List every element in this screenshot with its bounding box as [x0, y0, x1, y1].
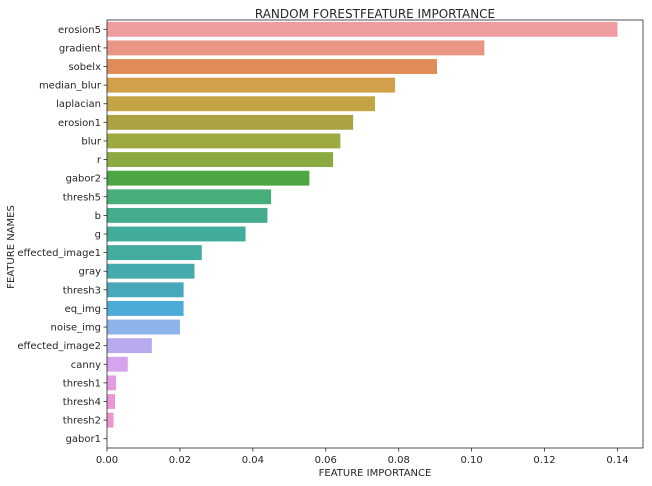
y-tick-label: thresh5 [63, 192, 101, 203]
x-ticks: 0.00 0.02 0.04 0.06 0.08 0.10 0.12 0.14 [96, 448, 629, 466]
y-tick-label: median_blur [39, 81, 102, 92]
y-tick-label: noise_img [51, 323, 101, 334]
bar-gray [107, 263, 195, 279]
y-tick-label: gabor1 [66, 434, 101, 445]
x-tick-label: 0.02 [169, 455, 191, 466]
y-tick-label: thresh4 [63, 397, 101, 408]
bar-canny [107, 356, 128, 372]
y-tick-label: gradient [59, 43, 101, 54]
bar-effected_image1 [107, 245, 202, 261]
y-tick-label: thresh2 [63, 416, 101, 427]
bar-noise_img [107, 319, 180, 335]
bar-r [107, 152, 334, 168]
x-tick-label: 0.14 [606, 455, 628, 466]
bars-group [107, 21, 618, 428]
y-tick-label: g [95, 230, 101, 241]
bar-gabor2 [107, 170, 310, 186]
bar-thresh5 [107, 189, 272, 205]
y-tick-label: r [97, 155, 102, 166]
x-tick-label: 0.04 [242, 455, 264, 466]
y-tick-label: gray [78, 267, 101, 278]
plot-frame [106, 19, 644, 449]
y-tick-label: effected_image1 [17, 248, 101, 259]
bar-blur [107, 133, 341, 149]
y-tick-label: laplacian [56, 99, 101, 110]
bar-thresh4 [107, 394, 116, 409]
y-tick-label: thresh1 [63, 378, 101, 389]
x-tick-label: 0.12 [533, 455, 555, 466]
bar-thresh1 [107, 375, 117, 391]
y-tick-label: gabor2 [66, 174, 101, 185]
bar-erosion1 [107, 114, 354, 130]
x-tick-label: 0.08 [388, 455, 410, 466]
x-tick-label: 0.06 [315, 455, 337, 466]
y-tick-labels: erosion5 gradient sobelx median_blurlaplaci… [17, 25, 107, 445]
bar-thresh2 [107, 412, 114, 428]
x-tick-label: 0.10 [460, 455, 482, 466]
bar-thresh3 [107, 282, 184, 298]
y-tick-label: sobelx [68, 62, 101, 73]
y-tick-label: canny [71, 360, 101, 371]
y-axis-label: FEATURE NAMES [6, 205, 17, 289]
y-tick-label: eq_img [65, 304, 101, 315]
bar-laplacian [107, 96, 375, 112]
y-tick-label: effected_image2 [17, 341, 101, 352]
bar-median_blur [107, 77, 396, 93]
bar-b [107, 207, 268, 223]
y-tick-label: b [95, 211, 101, 222]
x-axis-label: FEATURE IMPORTANCE [319, 468, 432, 479]
x-tick-label: 0.00 [96, 455, 118, 466]
bar-gradient [107, 40, 485, 56]
chart-title: RANDOM FORESTFEATURE IMPORTANCE [255, 7, 495, 21]
bar-eq_img [107, 300, 184, 316]
y-tick-label: thresh3 [63, 285, 101, 296]
y-tick-label: erosion1 [58, 118, 101, 129]
bar-g [107, 226, 246, 242]
bar-sobelx [107, 59, 437, 74]
y-tick-label: erosion5 [58, 25, 101, 36]
y-tick-label: blur [81, 136, 101, 147]
bar-erosion5 [107, 21, 618, 37]
bar-effected_image2 [107, 338, 152, 354]
